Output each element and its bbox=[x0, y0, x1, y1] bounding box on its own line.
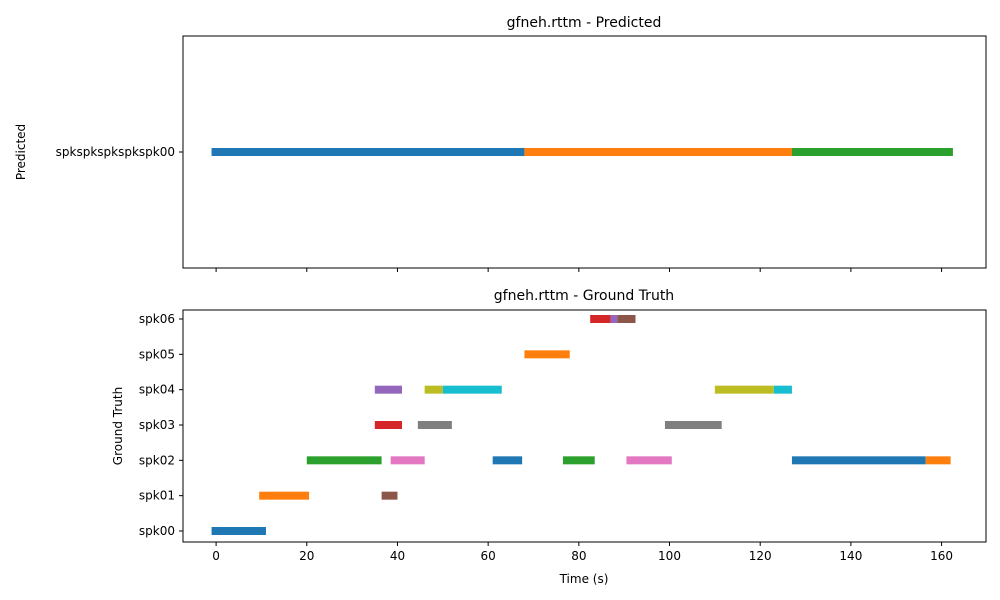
predicted-xticks bbox=[215, 268, 943, 272]
xtick-label: 120 bbox=[749, 549, 772, 563]
predicted-bars bbox=[211, 148, 953, 156]
xtick-label: 60 bbox=[481, 549, 496, 563]
ground-truth-xlabel: Time (s) bbox=[559, 572, 609, 586]
segment-bar bbox=[492, 456, 523, 465]
xtick-label: 0 bbox=[212, 549, 220, 563]
segment-bar bbox=[714, 385, 774, 394]
ground-truth-yticks: spk00 spk01 spk02 spk03 spk04 spk05 spk06 bbox=[139, 312, 183, 538]
segment-bar bbox=[259, 491, 310, 500]
segment-bar bbox=[424, 385, 443, 394]
ytick-label: spk05 bbox=[139, 347, 175, 361]
segment-bar bbox=[374, 421, 402, 429]
predicted-axes: gfneh.rttm - Predicted Predicted spkspks… bbox=[14, 15, 987, 272]
ground-truth-bars bbox=[211, 315, 951, 535]
segment-bar bbox=[773, 385, 792, 394]
segment-bar bbox=[381, 491, 398, 500]
xtick-label: 140 bbox=[839, 549, 862, 563]
predicted-frame bbox=[182, 35, 987, 269]
segment-bar bbox=[617, 315, 636, 323]
segment-bar bbox=[590, 315, 611, 323]
ground-truth-ylabel: Ground Truth bbox=[111, 387, 125, 465]
ytick-label: spk06 bbox=[139, 312, 175, 326]
ytick-label: spk03 bbox=[139, 418, 175, 432]
ytick-label: spk04 bbox=[139, 383, 175, 397]
segment-bar bbox=[791, 148, 953, 156]
segment-bar bbox=[306, 456, 382, 465]
ytick-label: spk00 bbox=[139, 524, 175, 538]
xtick-label: 100 bbox=[658, 549, 681, 563]
segment-bar bbox=[925, 456, 951, 465]
ground-truth-title: gfneh.rttm - Ground Truth bbox=[494, 288, 674, 304]
segment-bar bbox=[610, 315, 618, 323]
ytick-label: spk02 bbox=[139, 453, 175, 467]
segment-bar bbox=[626, 456, 672, 465]
segment-bar bbox=[791, 456, 926, 465]
ground-truth-axes: gfneh.rttm - Ground Truth Ground Truth T… bbox=[111, 288, 987, 586]
xtick-label: 40 bbox=[390, 549, 405, 563]
predicted-yticks: spkspkspkspkspk00 bbox=[56, 145, 183, 159]
segment-bar bbox=[211, 527, 266, 535]
ground-truth-frame bbox=[182, 309, 987, 543]
xtick-label: 160 bbox=[930, 549, 953, 563]
segment-bar bbox=[524, 350, 570, 359]
segment-bar bbox=[211, 148, 525, 156]
ytick-label: spkspkspkspkspk00 bbox=[56, 145, 175, 159]
segment-bar bbox=[442, 385, 502, 394]
predicted-ylabel: Predicted bbox=[14, 124, 28, 180]
segment-bar bbox=[562, 456, 595, 465]
xtick-label: 80 bbox=[571, 549, 586, 563]
ytick-label: spk01 bbox=[139, 489, 175, 503]
segment-bar bbox=[664, 421, 722, 429]
segment-bar bbox=[417, 421, 452, 429]
segment-bar bbox=[374, 385, 402, 394]
ground-truth-xticks: 0 20 40 60 80 100 120 140 160 bbox=[212, 542, 953, 563]
predicted-title: gfneh.rttm - Predicted bbox=[507, 15, 662, 31]
xtick-label: 20 bbox=[299, 549, 314, 563]
segment-bar bbox=[524, 148, 792, 156]
segment-bar bbox=[390, 456, 425, 465]
